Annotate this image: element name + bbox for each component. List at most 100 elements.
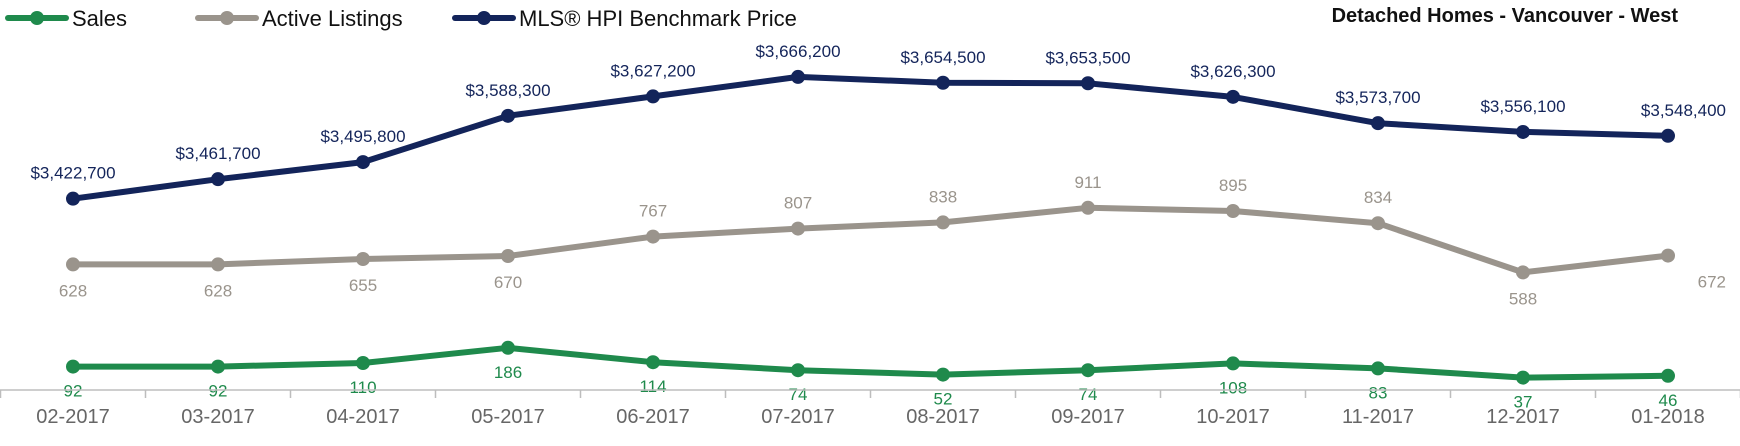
data-point-sales <box>1371 361 1385 376</box>
x-axis: 02-2017 03-2017 04-2017 05-2017 06-2017 07-20… <box>0 389 1740 428</box>
x-tick-label: 11-2017 <box>1342 406 1414 428</box>
data-point-active-listings <box>501 249 515 263</box>
series-line-hpi <box>70 73 1671 202</box>
data-label-active-listings: 628 <box>204 281 232 300</box>
x-tick-label: 01-2018 <box>1631 406 1704 428</box>
series-line-active-listings <box>70 204 1671 276</box>
data-label-sales: 83 <box>1369 383 1388 402</box>
x-tick-label: 04-2017 <box>326 406 399 428</box>
x-tick-label: 02-2017 <box>36 406 109 428</box>
data-point-hpi <box>791 69 805 84</box>
chart-title: Detached Homes - Vancouver - West <box>1332 5 1679 27</box>
series-active-listings: 628 628 655 670 767 807 838 911 895 834 588 672 <box>59 173 1726 309</box>
data-label-active-listings: 655 <box>349 276 377 295</box>
data-point-hpi <box>936 75 950 90</box>
x-tick-label: 07-2017 <box>761 406 834 428</box>
data-label-hpi: $3,548,400 <box>1641 101 1726 120</box>
data-label-hpi: $3,626,300 <box>1190 62 1275 81</box>
series-hpi: $3,422,700 $3,461,700 $3,495,800 $3,588,300… <box>30 42 1726 206</box>
x-tick-label: 12-2017 <box>1486 406 1559 428</box>
data-label-active-listings: 767 <box>639 202 667 221</box>
data-label-hpi: $3,495,800 <box>320 127 405 146</box>
data-point-active-listings <box>936 215 950 230</box>
legend-swatch-marker <box>477 11 491 25</box>
data-label-hpi: $3,573,700 <box>1335 88 1420 107</box>
data-point-sales <box>211 359 225 374</box>
legend-label: Sales <box>72 6 127 31</box>
data-label-sales: 92 <box>64 382 83 401</box>
data-label-active-listings: 838 <box>929 187 957 206</box>
data-point-hpi <box>646 89 660 104</box>
data-point-active-listings <box>791 221 805 236</box>
data-label-active-listings: 834 <box>1364 188 1392 207</box>
data-point-hpi <box>1371 116 1385 131</box>
data-point-active-listings <box>646 229 660 244</box>
data-point-sales <box>791 363 805 378</box>
legend-swatch-marker <box>220 11 234 25</box>
data-point-sales <box>356 356 370 370</box>
x-tick-label: 09-2017 <box>1051 406 1124 428</box>
data-point-hpi <box>356 155 370 170</box>
series-line-sales <box>70 344 1671 381</box>
legend: Sales Active Listings MLS® HPI Benchmark P… <box>5 6 797 31</box>
data-label-sales: 110 <box>349 378 376 397</box>
x-tick-label: 08-2017 <box>906 406 979 428</box>
data-label-active-listings: 672 <box>1698 273 1726 292</box>
data-point-sales <box>1081 363 1095 378</box>
x-tick-label: 03-2017 <box>181 406 254 428</box>
data-label-hpi: $3,666,200 <box>755 42 840 61</box>
data-label-hpi: $3,654,500 <box>900 48 985 67</box>
data-label-hpi: $3,556,100 <box>1480 97 1565 116</box>
data-label-hpi: $3,653,500 <box>1045 48 1130 67</box>
data-label-hpi: $3,461,700 <box>175 144 260 163</box>
series-sales: 92 92 110 186 114 74 52 74 108 83 37 46 <box>64 340 1678 412</box>
data-point-sales <box>646 355 660 370</box>
data-point-hpi <box>501 108 515 123</box>
data-label-active-listings: 895 <box>1219 176 1247 195</box>
data-point-active-listings <box>1226 204 1240 218</box>
legend-label: Active Listings <box>262 6 403 31</box>
data-point-active-listings <box>66 257 80 272</box>
x-tick-label: 05-2017 <box>471 406 544 428</box>
data-label-sales: 92 <box>209 382 228 401</box>
data-label-hpi: $3,627,200 <box>610 61 695 80</box>
data-point-active-listings <box>1516 265 1530 280</box>
data-label-active-listings: 628 <box>59 281 87 300</box>
data-label-hpi: $3,588,300 <box>465 81 550 100</box>
data-label-sales: 74 <box>789 385 808 404</box>
legend-item-hpi: MLS® HPI Benchmark Price <box>452 6 797 31</box>
data-label-sales: 37 <box>1514 393 1533 412</box>
x-tick-label: 10-2017 <box>1196 406 1269 428</box>
data-point-sales <box>936 367 950 382</box>
data-point-hpi <box>1226 89 1240 104</box>
data-label-hpi: $3,422,700 <box>30 164 115 183</box>
data-point-active-listings <box>1081 200 1095 215</box>
data-label-sales: 74 <box>1079 385 1098 404</box>
data-label-sales: 52 <box>934 390 953 409</box>
data-point-sales <box>1661 368 1675 383</box>
data-point-hpi <box>66 191 80 206</box>
data-point-active-listings <box>1371 216 1385 231</box>
data-point-hpi <box>1661 128 1675 143</box>
data-point-hpi <box>1516 124 1530 139</box>
data-label-sales: 46 <box>1659 391 1678 410</box>
data-point-active-listings <box>1661 248 1675 263</box>
data-point-sales <box>501 340 515 355</box>
data-point-hpi <box>1081 76 1095 91</box>
legend-item-sales: Sales <box>5 6 127 31</box>
legend-label: MLS® HPI Benchmark Price <box>519 6 797 31</box>
data-label-sales: 114 <box>639 377 666 396</box>
data-label-sales: 108 <box>1219 378 1247 397</box>
data-point-sales <box>66 359 80 374</box>
data-point-active-listings <box>211 257 225 272</box>
data-point-sales <box>1226 356 1240 371</box>
legend-item-active-listings: Active Listings <box>195 6 403 31</box>
data-label-active-listings: 670 <box>494 273 522 292</box>
series-layer: 92 92 110 186 114 74 52 74 108 83 37 46 628 628 655 670… <box>30 42 1726 412</box>
legend-swatch-marker <box>30 11 44 25</box>
data-label-active-listings: 588 <box>1509 289 1537 308</box>
x-tick-label: 06-2017 <box>616 406 689 428</box>
data-label-sales: 186 <box>494 363 522 382</box>
